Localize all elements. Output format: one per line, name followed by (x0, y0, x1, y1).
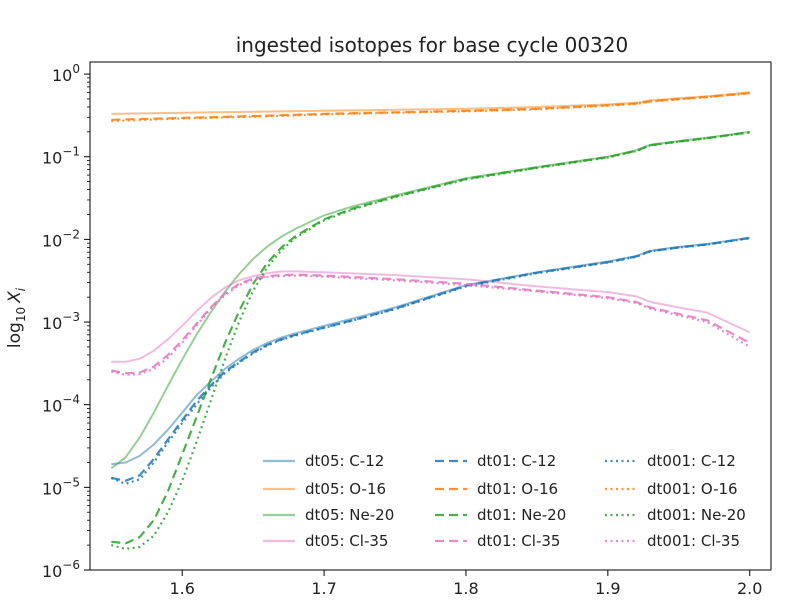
legend-entry: dt01: Ne-20 (477, 506, 566, 524)
y-axis-label: log10 Xi (5, 287, 28, 348)
legend-entry: dt05: O-16 (305, 480, 386, 498)
y-tick-label: 100 (52, 62, 80, 85)
series-line-dt001-c-12 (110, 237, 750, 485)
y-axis-label-base: 10 (14, 307, 28, 322)
chart-title: ingested isotopes for base cycle 00320 (236, 33, 628, 57)
legend-entry: dt05: C-12 (305, 452, 384, 470)
axes-frame (89, 61, 772, 571)
y-axis-label-var: X (5, 291, 25, 304)
y-axis-label-log: log (5, 322, 25, 348)
legend-entry: dt001: Cl-35 (647, 532, 740, 550)
y-tick-label: 10−1 (42, 145, 80, 168)
legend-entry: dt001: C-12 (647, 452, 736, 470)
legend-entry: dt001: O-16 (647, 480, 738, 498)
series-line-dt01-cl-35 (111, 273, 751, 375)
y-axis: 10−6 10−5 10−4 10−3 10−2 10−1 100 (42, 62, 90, 581)
series-line-dt05-ne-20 (110, 130, 750, 470)
legend-entry: dt01: Cl-35 (477, 532, 560, 550)
series-line-dt001-o-16 (111, 92, 750, 123)
y-axis-label-var-sub: i (14, 287, 28, 291)
x-tick-label: 1.9 (595, 579, 620, 598)
legend-entry: dt01: C-12 (477, 452, 556, 470)
y-tick-label: 10−6 (42, 558, 80, 581)
legend-entry: dt05: Cl-35 (305, 532, 388, 550)
x-axis: 1.6 1.7 1.8 1.9 2.0 (169, 570, 762, 598)
x-tick-label: 1.7 (311, 579, 336, 598)
series-line-dt01-ne-20 (111, 131, 750, 545)
legend-entry: dt01: O-16 (477, 480, 558, 498)
legend-entry: dt001: Ne-20 (647, 506, 746, 524)
y-tick-label: 10−3 (42, 310, 80, 333)
plot-area-border (89, 61, 772, 571)
series-line-dt05-cl-35 (111, 270, 751, 363)
plot-lines (110, 91, 751, 551)
legend-entry: dt05: Ne-20 (305, 506, 394, 524)
x-tick-label: 1.6 (169, 579, 194, 598)
x-tick-label: 2.0 (737, 579, 762, 598)
legend: dt05: C-12 dt05: O-16 dt05: Ne-20 dt05: Cl-… (263, 452, 746, 550)
x-tick-label: 1.8 (453, 579, 478, 598)
y-tick-label: 10−5 (42, 475, 80, 498)
y-tick-label: 10−4 (42, 393, 80, 416)
y-tick-label: 10−2 (42, 227, 80, 250)
